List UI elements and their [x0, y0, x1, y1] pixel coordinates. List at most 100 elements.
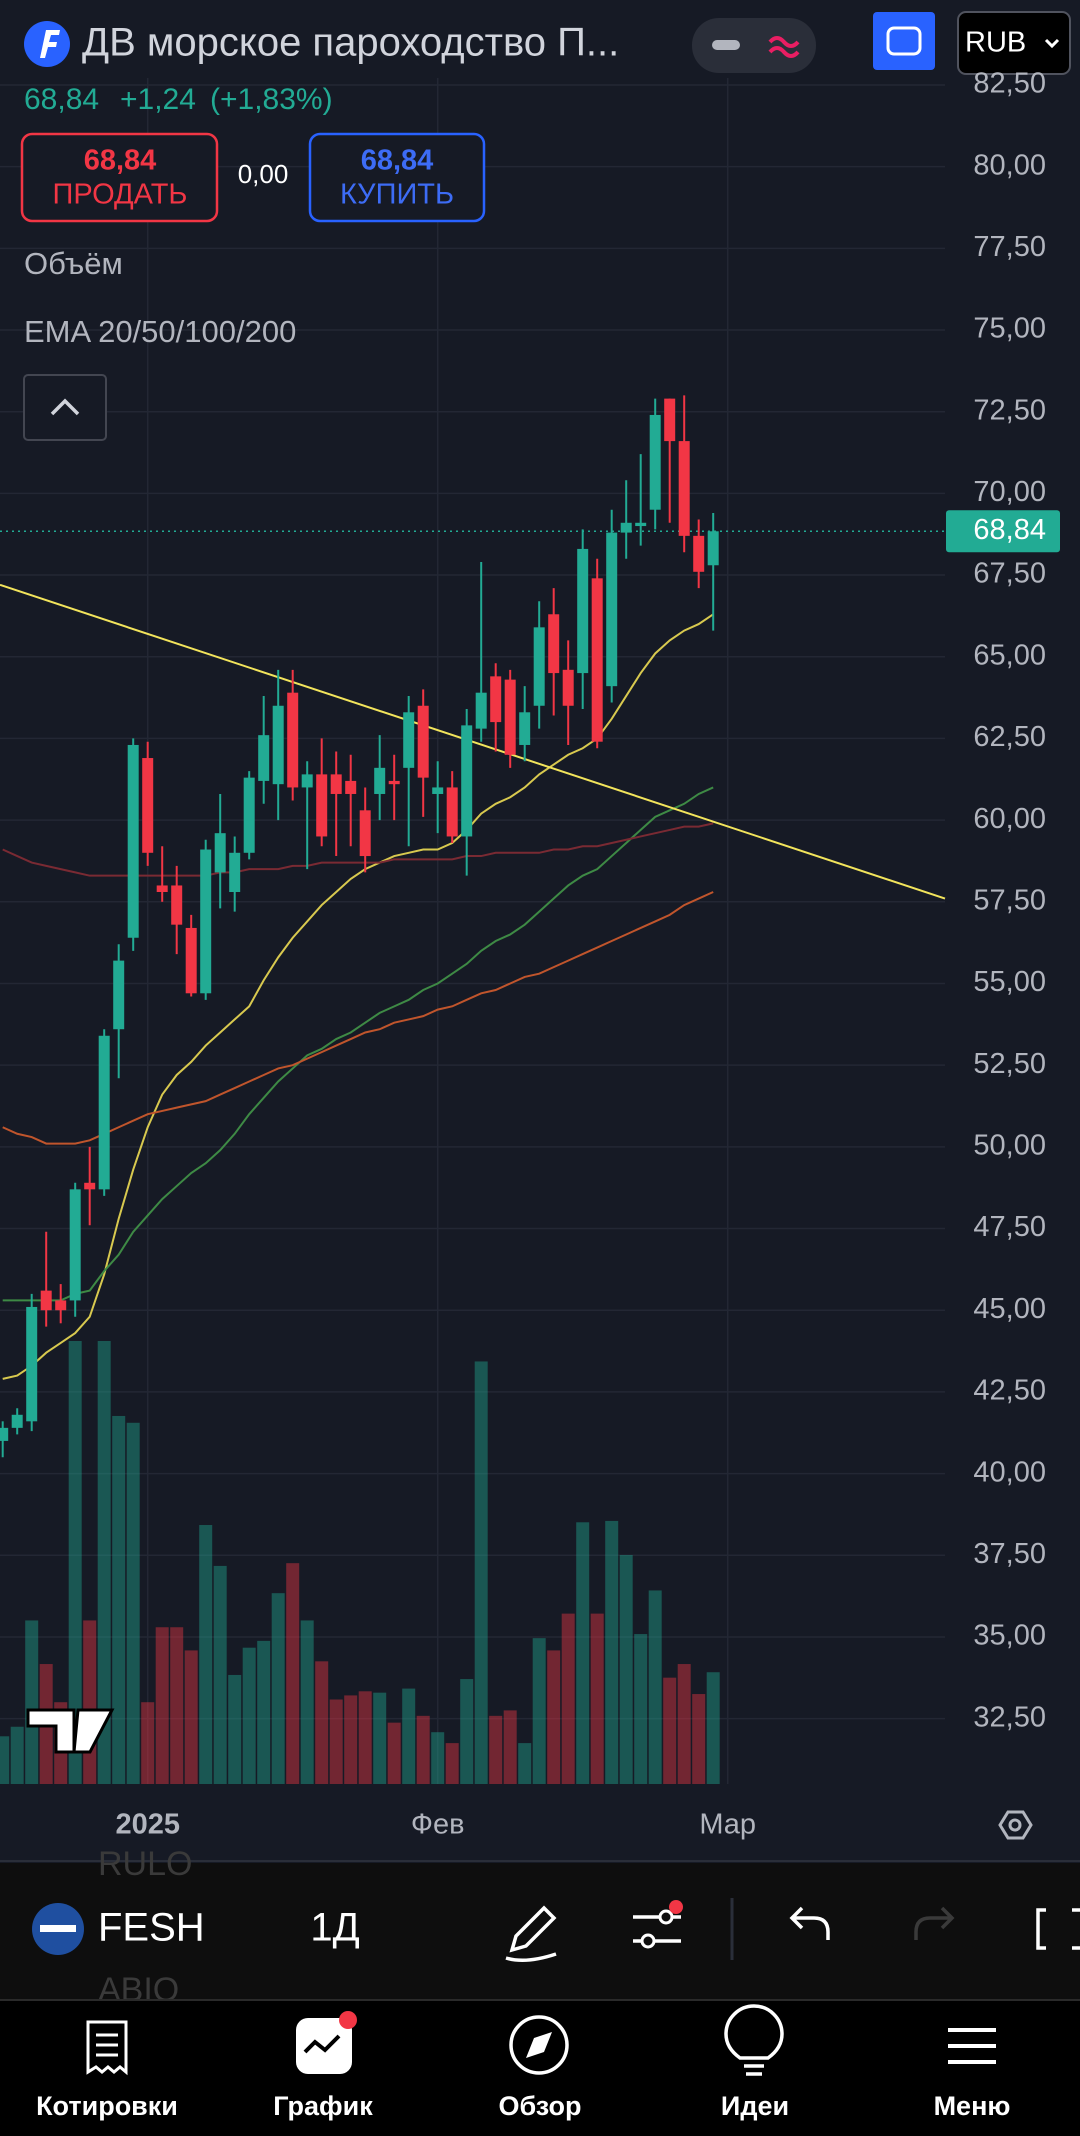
volume-bar — [242, 1647, 256, 1784]
volume-bar — [561, 1613, 575, 1784]
candle-body — [490, 676, 502, 723]
change-pct: (+1,83%) — [210, 83, 333, 116]
volume-bar — [387, 1722, 401, 1784]
candle-body — [0, 1427, 9, 1441]
y-tick-label: 65,00 — [973, 639, 1046, 671]
tv-logo — [26, 1708, 115, 1754]
candle-body — [84, 1182, 96, 1190]
spread: 0,00 — [238, 159, 289, 189]
candle-body — [388, 780, 400, 785]
volume-bar — [271, 1593, 285, 1784]
volume-bar — [489, 1715, 503, 1784]
indicator-ema[interactable]: EMA 20/50/100/200 — [24, 314, 296, 349]
gear-outline — [998, 1810, 1033, 1840]
candle-body — [678, 441, 690, 536]
y-tick-label: 42,50 — [973, 1375, 1046, 1407]
compass-needle — [526, 2032, 552, 2058]
candle-body — [432, 787, 444, 794]
volume-bar — [663, 1677, 677, 1784]
y-tick-label: 40,00 — [973, 1456, 1046, 1488]
buy-price: 68,84 — [361, 145, 434, 177]
mode-toggle[interactable] — [692, 18, 816, 73]
indicator-volume[interactable]: Объём — [24, 246, 123, 281]
buy-button[interactable] — [308, 132, 486, 223]
volume-bar — [199, 1525, 213, 1784]
undo[interactable] — [789, 1906, 830, 1940]
x-tick-label: Мар — [699, 1809, 756, 1841]
nav-label[interactable]: График — [273, 2091, 373, 2121]
volume-bar — [228, 1674, 242, 1784]
fullscreen[interactable] — [1036, 1908, 1080, 1950]
y-tick-label: 57,50 — [973, 884, 1046, 916]
collapse-button[interactable] — [23, 374, 107, 441]
badge — [339, 2011, 357, 2029]
candle-body — [606, 532, 618, 687]
y-tick-label: 37,50 — [973, 1538, 1046, 1570]
volume-bar — [83, 1620, 97, 1784]
candle-body — [707, 531, 719, 566]
price-tag-label: 68,84 — [973, 514, 1046, 546]
candle-body — [519, 712, 531, 745]
candle-body — [359, 810, 371, 857]
y-tick-label: 62,50 — [973, 721, 1046, 753]
y-tick-label: 45,00 — [973, 1293, 1046, 1325]
nav-label[interactable]: Идеи — [721, 2091, 789, 2121]
bottom-nav — [0, 2000, 1080, 2136]
volume-bar — [126, 1422, 140, 1784]
volume-bar — [329, 1699, 343, 1784]
x-tick-label: Фев — [411, 1809, 465, 1841]
interval[interactable]: 1Д — [310, 1906, 359, 1950]
y-tick-label: 70,00 — [973, 476, 1046, 508]
volume-bar — [474, 1361, 488, 1784]
redo[interactable] — [914, 1906, 955, 1940]
volume-bar — [257, 1640, 271, 1784]
candle-body — [403, 712, 415, 768]
y-tick-label: 67,50 — [973, 558, 1046, 590]
candle-body — [591, 578, 603, 742]
ema-line — [2, 891, 714, 1145]
layout-button[interactable] — [873, 12, 935, 70]
settings-icon[interactable] — [998, 1810, 1033, 1840]
candle-body — [243, 777, 255, 853]
candle-body — [55, 1300, 67, 1311]
candle-body — [330, 774, 342, 794]
plot-area — [0, 0, 946, 1784]
chart-icon — [296, 2018, 352, 2074]
candle-body — [664, 398, 676, 442]
candle-body — [26, 1306, 38, 1422]
candle-body — [258, 735, 270, 781]
candle-body — [185, 927, 197, 994]
ema-line — [2, 822, 714, 877]
symbol-title[interactable]: ДВ морское пароходство П... — [82, 21, 619, 65]
candle-body — [374, 767, 386, 794]
nav-label[interactable]: Меню — [934, 2091, 1011, 2121]
volume-bar — [25, 1620, 39, 1784]
draw-tool[interactable] — [505, 1905, 557, 1962]
change: +1,24 — [120, 83, 196, 116]
candle-body — [40, 1290, 52, 1311]
volume-bar — [706, 1672, 720, 1784]
candle-body — [417, 705, 429, 778]
nav-label[interactable]: Обзор — [498, 2091, 581, 2121]
currency: RUB — [965, 27, 1026, 59]
gear-hub — [1008, 1818, 1022, 1832]
currency-select[interactable] — [957, 11, 1071, 75]
candle-body — [548, 614, 560, 674]
volume-bar — [213, 1565, 227, 1784]
sell-button[interactable] — [20, 132, 219, 223]
nav-labels: Котировки График Обзор Идеи Меню — [36, 2091, 1010, 2121]
nav-label[interactable]: Котировки — [36, 2091, 178, 2121]
volume-bar — [590, 1613, 604, 1784]
symbol[interactable]: FESH — [98, 1906, 205, 1950]
volume-bar — [0, 1736, 10, 1784]
toggle-minus — [712, 40, 740, 50]
price: 68,84 — [24, 83, 99, 116]
volume-bar — [445, 1743, 459, 1784]
logo-glyph — [40, 30, 60, 58]
volume-bar — [155, 1627, 169, 1784]
volume-bar — [619, 1555, 633, 1784]
volume-bar — [518, 1743, 532, 1784]
candle-body — [316, 774, 328, 837]
